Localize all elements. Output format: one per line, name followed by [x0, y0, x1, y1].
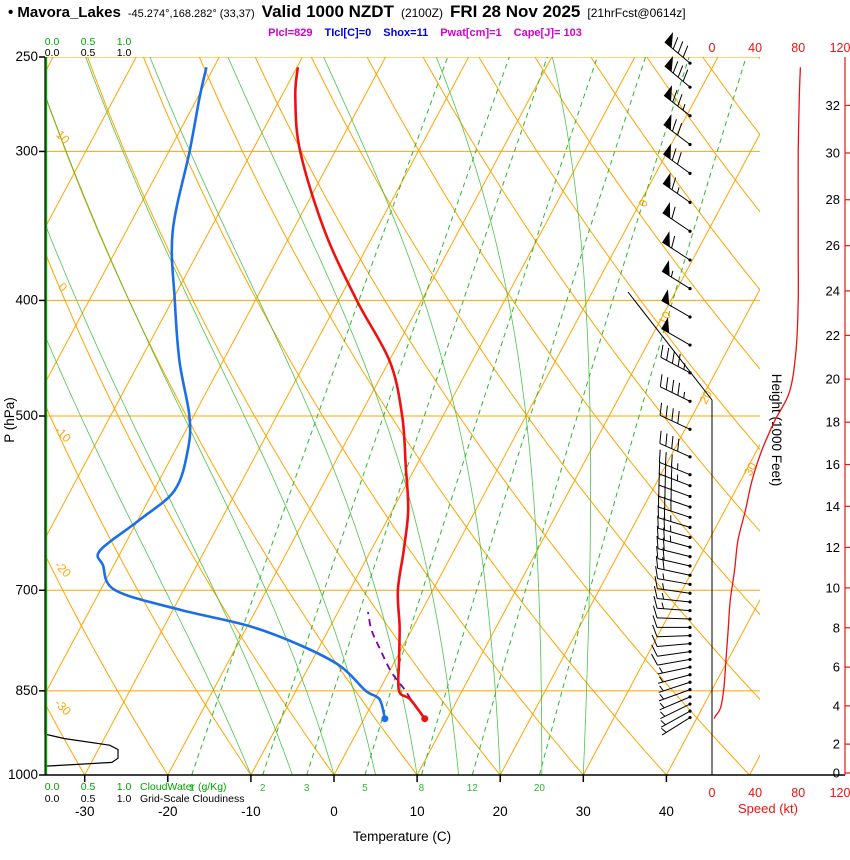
svg-text:40: 40 [748, 786, 762, 800]
svg-text:0.0: 0.0 [45, 47, 60, 59]
svg-text:850: 850 [15, 683, 38, 698]
svg-text:32: 32 [826, 98, 840, 113]
svg-text:40: 40 [659, 804, 674, 819]
wind-barbs-group [651, 32, 692, 736]
svg-text:10: 10 [410, 804, 425, 819]
svg-text:0.5: 0.5 [81, 781, 96, 793]
forecast-reference: [21hrFcst@0614z] [587, 6, 686, 20]
param-2: Shox=11 [383, 27, 429, 39]
background-grid [45, 57, 760, 775]
svg-text:80: 80 [791, 41, 805, 55]
svg-text:80: 80 [791, 786, 805, 800]
svg-text:0.0: 0.0 [45, 36, 60, 48]
valid-z-time: (2100Z) [400, 6, 443, 20]
svg-text:400: 400 [15, 292, 38, 307]
svg-text:120: 120 [830, 786, 850, 800]
svg-text:1.0: 1.0 [117, 793, 132, 805]
svg-text:28: 28 [826, 192, 840, 207]
svg-text:-30: -30 [52, 696, 74, 718]
valid-date: FRI 28 Nov 2025 [449, 2, 581, 21]
svg-text:120: 120 [830, 41, 850, 55]
valid-time: Valid 1000 NZDT [261, 2, 394, 21]
svg-text:10: 10 [826, 580, 840, 595]
svg-text:0.5: 0.5 [81, 793, 96, 805]
svg-text:Speed (kt): Speed (kt) [738, 801, 798, 816]
surface-temp-dot [421, 715, 429, 723]
svg-text:3: 3 [304, 783, 310, 794]
svg-text:22: 22 [826, 328, 840, 343]
station-coords: -45.274°,168.282° (33,37) [127, 8, 255, 20]
svg-text:2: 2 [260, 783, 266, 794]
svg-text:6: 6 [833, 660, 840, 675]
station-name: • Mavora_Lakes [8, 4, 121, 21]
svg-text:14: 14 [826, 499, 840, 514]
svg-text:12: 12 [467, 783, 479, 794]
speed-curve [713, 67, 802, 719]
svg-text:18: 18 [826, 415, 840, 430]
svg-text:0.0: 0.0 [45, 793, 60, 805]
svg-text:-20: -20 [158, 804, 178, 819]
svg-text:1.0: 1.0 [117, 781, 132, 793]
param-0: PIcl=829 [268, 27, 313, 39]
svg-text:1.0: 1.0 [117, 47, 132, 59]
dewpoint-curve [96, 67, 387, 720]
svg-text:10: 10 [656, 309, 675, 328]
svg-text:24: 24 [826, 283, 840, 298]
param-3: Pwat[cm]=1 [440, 27, 502, 39]
svg-text:-30: -30 [75, 804, 95, 819]
svg-text:CloudWater (g/Kg): CloudWater (g/Kg) [140, 781, 227, 793]
svg-text:0.0: 0.0 [45, 781, 60, 793]
svg-text:1: 1 [189, 783, 195, 794]
svg-text:500: 500 [15, 408, 38, 423]
svg-text:30: 30 [826, 145, 840, 160]
svg-text:10: 10 [53, 127, 73, 147]
svg-text:4: 4 [833, 698, 840, 713]
sounding-curves [96, 67, 429, 723]
svg-text:40: 40 [748, 41, 762, 55]
svg-text:Grid-Scale Cloudiness: Grid-Scale Cloudiness [140, 793, 244, 805]
svg-text:16: 16 [826, 457, 840, 472]
svg-text:5: 5 [362, 783, 368, 794]
svg-text:P (hPa): P (hPa) [2, 397, 17, 443]
svg-text:20: 20 [826, 372, 840, 387]
stability-parameters: PIcl=829 TIcl[C]=0 Shox=11 Pwat[cm]=1 Cape[J… [0, 27, 850, 39]
svg-text:0.5: 0.5 [81, 47, 96, 59]
svg-text:Temperature (C): Temperature (C) [353, 829, 451, 844]
svg-text:0: 0 [709, 786, 716, 800]
speed-zero-line [627, 291, 713, 775]
svg-text:12: 12 [826, 540, 840, 555]
svg-text:-20: -20 [52, 558, 74, 580]
svg-text:8: 8 [833, 620, 840, 635]
svg-text:0: 0 [833, 766, 840, 781]
svg-text:2: 2 [833, 737, 840, 752]
cloudiness-profile [44, 57, 119, 773]
svg-text:0.5: 0.5 [81, 36, 96, 48]
temperature-curve [293, 67, 426, 720]
svg-text:0: 0 [330, 804, 338, 819]
svg-text:250: 250 [15, 49, 38, 64]
titlebar: • Mavora_Lakes -45.274°,168.282° (33,37)… [8, 2, 846, 22]
svg-text:1.0: 1.0 [117, 36, 132, 48]
surface-dewpoint-dot [381, 715, 389, 723]
param-4: Cape[J]= 103 [513, 27, 582, 39]
svg-text:8: 8 [419, 783, 425, 794]
svg-text:Height (1000 Feet): Height (1000 Feet) [769, 374, 784, 487]
svg-text:700: 700 [15, 582, 38, 597]
svg-text:-10: -10 [241, 804, 261, 819]
param-1: TIcl[C]=0 [324, 27, 372, 39]
svg-text:0: 0 [709, 41, 716, 55]
svg-text:20: 20 [493, 804, 508, 819]
svg-text:300: 300 [15, 143, 38, 158]
svg-text:20: 20 [534, 783, 546, 794]
svg-text:30: 30 [741, 460, 760, 479]
svg-text:1000: 1000 [8, 767, 38, 782]
svg-text:30: 30 [576, 804, 591, 819]
svg-text:26: 26 [826, 238, 840, 253]
svg-text:20: 20 [696, 388, 715, 407]
